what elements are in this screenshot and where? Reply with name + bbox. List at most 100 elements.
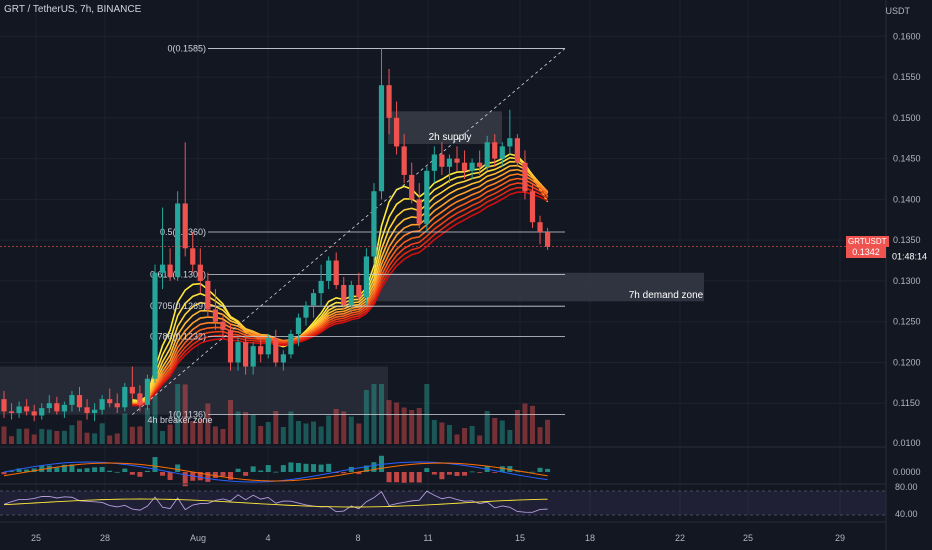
volume-bar	[190, 421, 196, 444]
macd-pane	[0, 446, 886, 487]
time-tick: 25	[31, 533, 41, 543]
price-tick: 0.0100	[893, 438, 921, 448]
price-tick: 0.1150	[893, 398, 920, 408]
macd-histogram-bar	[295, 463, 301, 472]
macd-histogram-bar	[77, 468, 82, 472]
macd-histogram-bar	[167, 472, 173, 480]
volume-bar	[212, 426, 218, 444]
volume-bar	[205, 403, 211, 444]
volume-bar	[228, 400, 233, 444]
macd-histogram-bar	[84, 468, 90, 472]
candle	[514, 138, 520, 163]
rsi-line	[3, 490, 548, 513]
candle	[424, 170, 430, 224]
volume-bar	[295, 421, 301, 444]
volume-bar	[114, 433, 120, 444]
volume-bar	[235, 411, 241, 444]
time-tick: 8	[355, 533, 360, 543]
candle	[107, 399, 113, 404]
candle	[303, 305, 309, 318]
volume-bar	[333, 409, 339, 444]
candle	[175, 203, 181, 277]
macd-histogram-bar	[265, 465, 271, 472]
candle	[258, 346, 264, 355]
macd-histogram-bar	[394, 472, 400, 483]
ema-line	[132, 168, 549, 405]
volume-bar	[416, 408, 422, 444]
macd-histogram-bar	[454, 472, 460, 476]
candle	[220, 321, 226, 330]
volume-bar	[99, 423, 105, 444]
price-tick: 0.1300	[893, 276, 921, 286]
candle	[469, 162, 475, 171]
macd-histogram-bar	[424, 468, 430, 472]
macd-histogram-bar	[137, 472, 143, 477]
fib-level-label: 0(0.1585)	[167, 44, 206, 54]
candle	[446, 158, 453, 167]
price-tick: 0.1400	[893, 194, 921, 204]
macd-histogram-bar	[356, 472, 362, 475]
macd-histogram-bar	[333, 472, 339, 473]
macd-histogram-bar	[1, 472, 7, 475]
fib-retracement[interactable]: 0(0.1585)0.5(0.1360)0.618(0.1308)0.705(0…	[132, 44, 566, 420]
macd-histogram-bar	[24, 469, 30, 472]
candle	[152, 272, 158, 379]
candle	[197, 264, 203, 281]
countdown: 01:48:14	[892, 252, 927, 262]
candle	[499, 146, 505, 159]
price-axis[interactable]: 0.1600 0.1550 0.1500 0.1450 0.1400 0.1350 0.13…	[885, 0, 927, 550]
price-tick: 0.1250	[893, 317, 921, 327]
candle	[243, 342, 249, 367]
candle	[522, 162, 528, 192]
symbol-tag: GRTUSDT	[846, 235, 889, 247]
candle	[348, 285, 354, 306]
volume-bar	[144, 408, 150, 444]
candle	[280, 354, 286, 363]
volume-bar	[54, 431, 60, 444]
macd-histogram-bar	[492, 472, 498, 473]
candle	[363, 256, 369, 298]
candle	[507, 138, 513, 147]
candle	[205, 280, 211, 310]
volume-bar	[167, 424, 173, 444]
macd-histogram-bar	[326, 463, 332, 472]
volume-bar	[303, 423, 309, 444]
volume-bar	[454, 434, 460, 444]
candle	[378, 85, 385, 192]
volume-bar	[273, 411, 279, 444]
volume-bar	[160, 431, 166, 444]
time-tick: 11	[423, 533, 432, 543]
volume-bar	[243, 412, 249, 444]
volume-bar	[265, 422, 271, 444]
macd-histogram-bar	[469, 471, 475, 473]
volume-bar	[92, 433, 98, 444]
candle	[24, 406, 30, 412]
candle	[129, 386, 135, 394]
macd-histogram-bar	[144, 470, 150, 472]
time-axis[interactable]: 25 28 Aug 4 8 11 15 18 22 25 29	[0, 521, 886, 543]
candle	[8, 411, 15, 414]
ema-line	[132, 173, 549, 405]
candle	[46, 403, 52, 409]
volume-bar	[522, 403, 528, 444]
volume-bar	[409, 410, 415, 444]
volume-bar	[371, 384, 377, 444]
macd-histogram-bar	[212, 472, 218, 479]
macd-histogram-bar	[107, 470, 113, 472]
time-tick: 18	[585, 533, 595, 543]
macd-histogram-bar	[446, 472, 452, 475]
fib-level-label: 1(0.1136)	[168, 410, 206, 420]
macd-histogram-bar	[514, 471, 520, 473]
macd-histogram-bar	[258, 470, 264, 472]
candle	[409, 174, 415, 200]
candle	[394, 117, 400, 147]
volume-bar	[129, 426, 135, 444]
volume-bar	[220, 429, 226, 444]
macd-histogram-bar	[235, 468, 241, 472]
macd-histogram-bar	[243, 472, 249, 476]
candle	[69, 395, 75, 405]
volume-bar	[348, 416, 354, 444]
candle	[16, 406, 22, 414]
volume-bar	[446, 425, 452, 444]
